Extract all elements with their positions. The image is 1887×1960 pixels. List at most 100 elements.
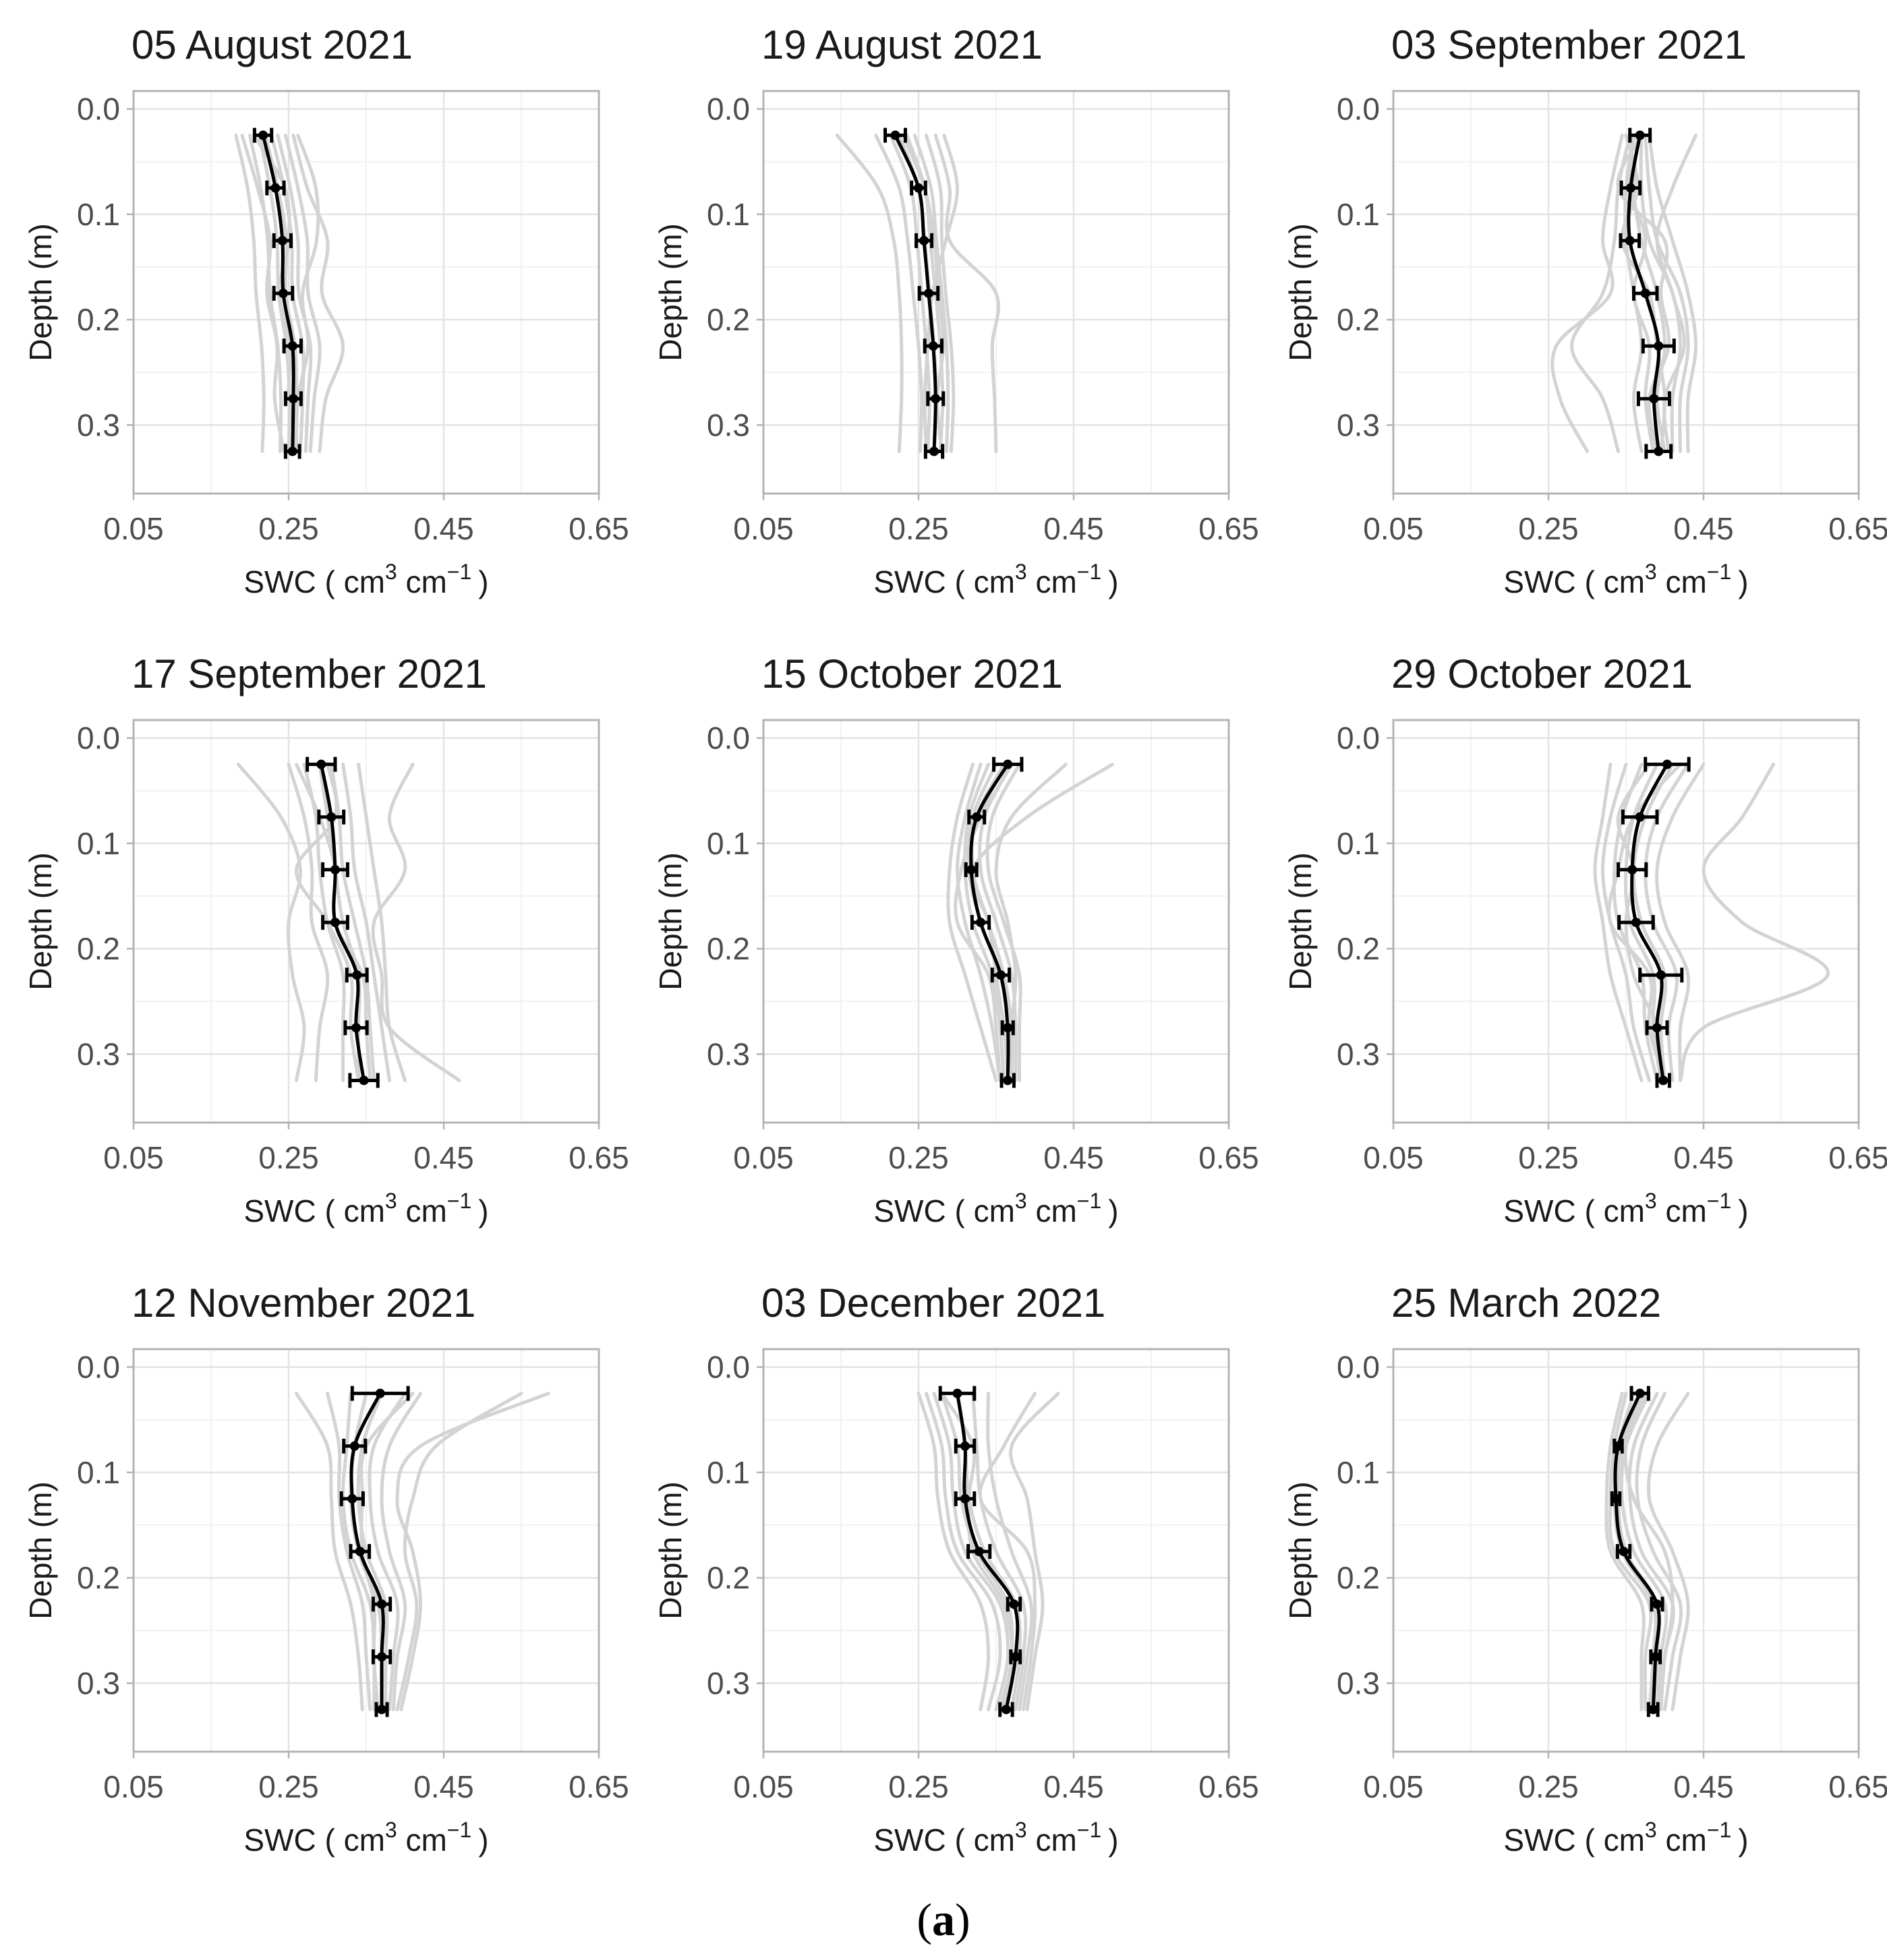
x-axis-label-part: SWC ( cm [873, 1193, 1015, 1228]
mean-point [928, 341, 938, 351]
individual-profile-line [234, 133, 266, 453]
individual-profile-line [341, 763, 391, 1082]
x-axis-label: SWC ( cm3 cm−1) [243, 1189, 488, 1228]
y-axis-label: Depth (m) [653, 1481, 688, 1619]
y-axis-label: Depth (m) [653, 223, 688, 361]
individual-profile-line [295, 1392, 364, 1711]
chart-panel: 0.05 0.25 0.45 0.65 0.0 0.1 0.2 0.3 29 October 2… [1283, 651, 1887, 1228]
x-axis-label-part: SWC ( cm [873, 1822, 1015, 1858]
individual-profile-line [925, 1392, 1002, 1711]
x-axis-label-part: SWC ( cm [243, 1822, 385, 1858]
x-tick-label: 0.45 [1043, 1140, 1104, 1175]
individual-profile-line [925, 133, 956, 453]
mean-point [349, 1441, 359, 1451]
mean-point [278, 289, 288, 299]
x-axis-label-part: −1 [1077, 1818, 1101, 1842]
x-axis-label-part: 3 [1645, 1818, 1657, 1842]
y-tick-label: 0.2 [77, 302, 120, 337]
x-tick-label: 0.05 [1363, 1769, 1424, 1804]
mean-point [1652, 1599, 1662, 1609]
y-tick-label: 0.2 [77, 931, 120, 966]
x-axis-label: SWC ( cm3 cm−1) [1503, 1818, 1748, 1858]
mean-point [1652, 1023, 1662, 1033]
x-axis-label-part: cm [1657, 1193, 1707, 1228]
individual-profile-line [932, 1392, 1010, 1711]
panel-title: 19 August 2021 [761, 22, 1043, 67]
mean-point [974, 1547, 984, 1557]
individual-profile-line [368, 1392, 407, 1711]
y-tick-label: 0.3 [1337, 407, 1380, 442]
panel-title: 29 October 2021 [1391, 651, 1693, 696]
x-tick-label: 0.05 [103, 1769, 164, 1804]
panel-title: 03 September 2021 [1391, 22, 1747, 67]
mean-point [377, 1704, 386, 1715]
x-axis-label-part: −1 [447, 1189, 471, 1213]
individual-profile-line [874, 133, 924, 453]
mean-point [929, 446, 939, 456]
mean-point [972, 812, 982, 822]
individual-profile-line [240, 133, 286, 453]
x-tick-label: 0.65 [1828, 1769, 1887, 1804]
x-axis-label: SWC ( cm3 cm−1) [873, 560, 1118, 599]
mean-point [352, 970, 362, 980]
x-axis-label-part: 3 [385, 1189, 397, 1213]
mean-point [1649, 394, 1659, 404]
mean-point [1656, 970, 1666, 980]
y-tick-label: 0.1 [707, 197, 750, 232]
chart-panel: 0.05 0.25 0.45 0.65 0.0 0.1 0.2 0.3 05 August 20… [23, 22, 629, 599]
individual-profile-line [1655, 763, 1706, 1082]
panel-border [132, 90, 600, 495]
chart-panel: 0.05 0.25 0.45 0.65 0.0 0.1 0.2 0.3 03 December … [653, 1280, 1259, 1858]
individual-profile-line [1679, 763, 1830, 1082]
y-tick-label: 0.0 [707, 721, 750, 756]
individual-profile-line [1009, 1392, 1060, 1711]
individual-profile-line [326, 1392, 372, 1711]
mean-point [1003, 1023, 1013, 1033]
x-axis-label: SWC ( cm3 cm−1) [243, 1818, 488, 1858]
mean-point [1648, 1704, 1658, 1715]
chart-panel: 0.05 0.25 0.45 0.65 0.0 0.1 0.2 0.3 12 November … [23, 1280, 629, 1858]
x-tick-label: 0.65 [569, 1140, 629, 1175]
x-tick-label: 0.05 [1363, 1140, 1424, 1175]
mean-point [931, 394, 941, 404]
chart-panel: 0.05 0.25 0.45 0.65 0.0 0.1 0.2 0.3 15 October 2… [653, 651, 1259, 1228]
mean-point [1619, 1547, 1629, 1557]
x-axis-label-part: 3 [1645, 560, 1657, 584]
x-axis-label-part: ) [1738, 1822, 1748, 1858]
individual-profile-line [371, 763, 461, 1082]
individual-profile-line [917, 1392, 991, 1711]
mean-point [1625, 183, 1635, 193]
caption-open: ( [917, 1894, 932, 1945]
x-axis-label-part: cm [1657, 1822, 1707, 1858]
y-tick-label: 0.2 [707, 1560, 750, 1595]
caption-close: ) [955, 1894, 970, 1945]
mean-point [966, 864, 977, 874]
x-tick-label: 0.45 [413, 1140, 474, 1175]
mean-point [359, 1075, 369, 1086]
chart-panel: 0.05 0.25 0.45 0.65 0.0 0.1 0.2 0.3 17 September… [23, 651, 629, 1228]
mean-point [1611, 1493, 1621, 1504]
x-tick-label: 0.65 [569, 1769, 629, 1804]
individual-profile-line [985, 763, 1022, 1082]
x-axis-label-part: cm [1027, 564, 1077, 599]
mean-point [1010, 1652, 1020, 1662]
x-tick-label: 0.25 [258, 1769, 319, 1804]
x-tick-label: 0.05 [1363, 511, 1424, 546]
x-axis-label-part: cm [397, 1193, 447, 1228]
x-tick-label: 0.25 [1518, 1140, 1579, 1175]
mean-point [923, 289, 933, 299]
mean-point [377, 1652, 386, 1662]
mean-point [377, 1599, 386, 1609]
x-tick-label: 0.45 [413, 1769, 474, 1804]
panel-border [132, 719, 600, 1124]
panel-border [1392, 1348, 1860, 1753]
x-tick-label: 0.25 [1518, 1769, 1579, 1804]
y-tick-label: 0.1 [707, 1455, 750, 1490]
mean-point [355, 1547, 365, 1557]
x-tick-label: 0.05 [733, 1140, 794, 1175]
mean-point [890, 130, 900, 140]
mean-point [919, 235, 929, 245]
mean-point [288, 394, 298, 404]
x-axis-label-part: ) [1108, 564, 1118, 599]
